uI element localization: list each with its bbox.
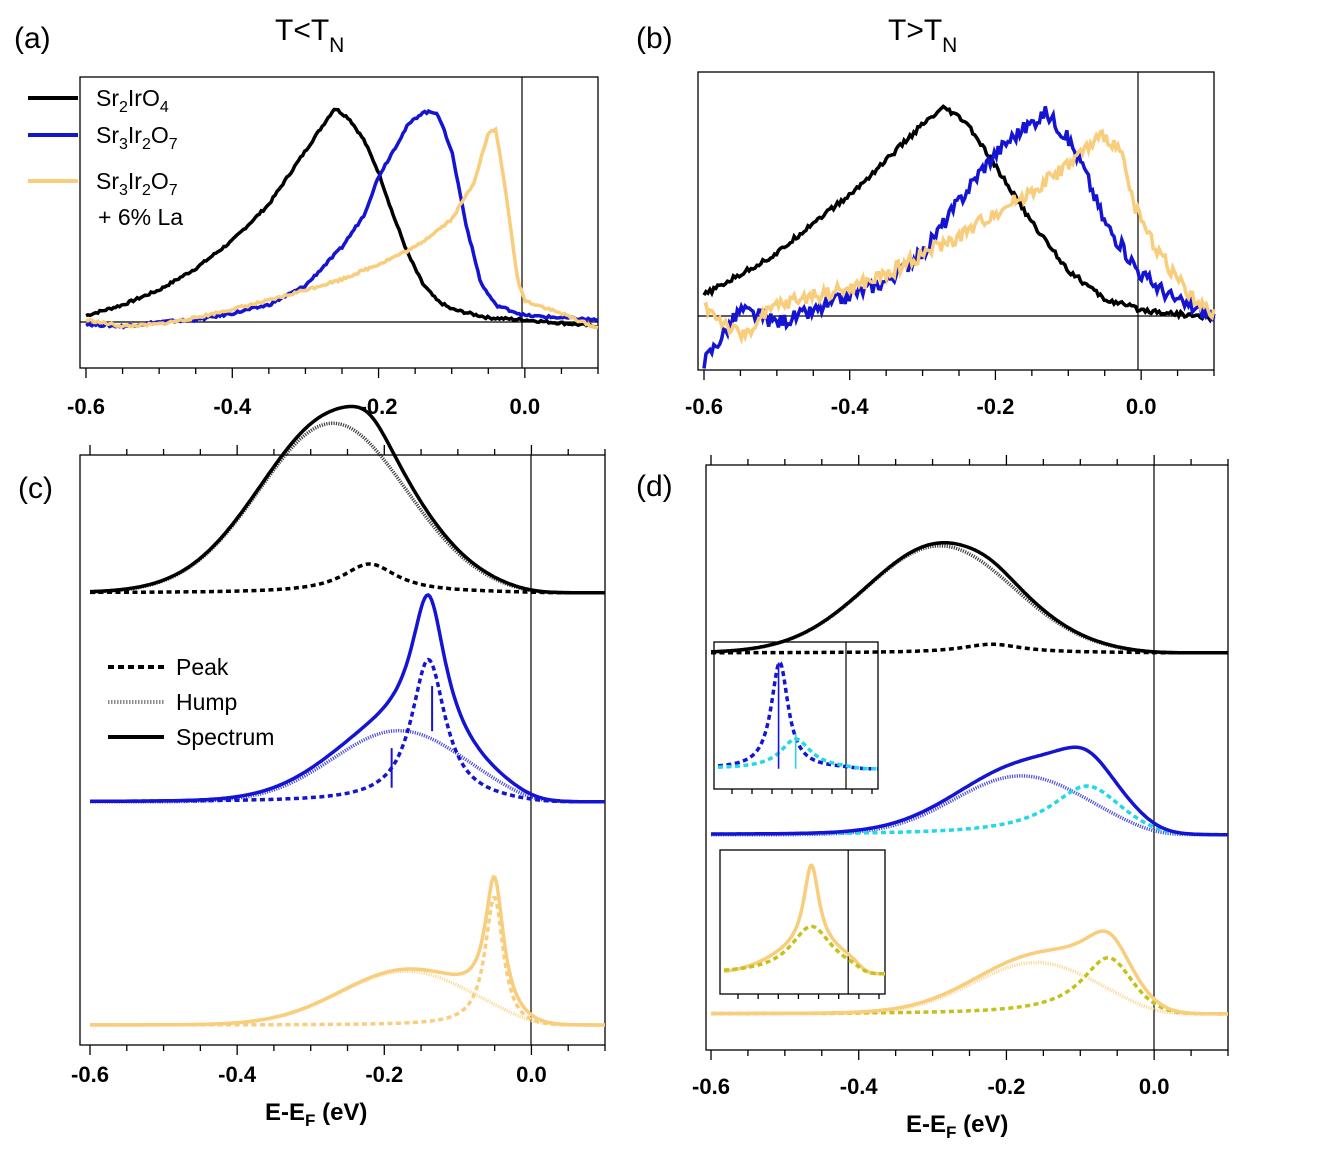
panel-b-tick-label: 0.0 xyxy=(1126,394,1157,419)
panel-c-peak-sr214 xyxy=(90,562,605,595)
panel-d-spectrum-sr214 xyxy=(710,541,1228,655)
panel-c-spectrum-sr214 xyxy=(90,404,605,595)
panel-a-label: (a) xyxy=(14,22,51,55)
panel-c-frame xyxy=(79,454,606,1046)
panel-d-label: (d) xyxy=(636,470,673,503)
legend-top: Sr2IrO4 Sr3Ir2O7 Sr3Ir2O7 + 6% La xyxy=(28,85,183,230)
panel-b-tick-label: -0.6 xyxy=(685,394,723,419)
inset-la-spectrum-la xyxy=(723,863,885,976)
panel-c-peak-sr327 xyxy=(90,657,605,804)
legend-sr327-label: Sr3Ir2O7 xyxy=(96,122,178,153)
inset-la-frame xyxy=(719,849,886,995)
panel-c-xlabel: E-EF (eV) xyxy=(265,1099,367,1130)
panel-d-tick-label: -0.6 xyxy=(692,1074,730,1099)
inset-sr327-frame xyxy=(713,641,879,790)
panel-d-tick-label: -0.4 xyxy=(840,1074,879,1099)
legend-la-label-line2: + 6% La xyxy=(98,204,183,230)
panel-c-spectrum-la xyxy=(90,874,605,1027)
panel-d-spectrum-sr327 xyxy=(710,745,1228,837)
legend-sr214-label: Sr2IrO4 xyxy=(96,85,169,116)
panel-b-frame xyxy=(697,71,1215,371)
panel-a-tick-label: -0.4 xyxy=(213,394,252,419)
panel-d-xlabel: E-EF (eV) xyxy=(906,1111,1008,1142)
panel-b-label: (b) xyxy=(636,22,673,55)
panel-c-hump-sr214 xyxy=(90,421,605,595)
panel-d-hump-sr214 xyxy=(711,544,1228,655)
panel-d-peak-cyan xyxy=(710,784,1228,837)
panel-b-tick-label: -0.4 xyxy=(831,394,870,419)
panel-a-series-sr214 xyxy=(85,107,599,329)
panel-d-spectrum-la xyxy=(711,929,1228,1016)
panel-a-series-la xyxy=(85,125,599,330)
legend-la-label: Sr3Ir2O7 xyxy=(96,168,178,199)
inset-sr327-peak-cyan xyxy=(718,737,878,771)
panel-a-title: T<TN xyxy=(275,14,344,57)
panel-d-tick-label: 0.0 xyxy=(1139,1074,1170,1099)
panel-a-tick-label: -0.6 xyxy=(67,394,105,419)
panel-b-series-sr214 xyxy=(702,104,1216,324)
plot-layer: -0.6 -0.4 -0.2 0.0 -0.6 -0.4 -0.2 0.0 -0.6 -0.4 -0… xyxy=(67,72,1229,1099)
panel-d-hump-la xyxy=(711,960,1228,1016)
legend-hump-label: Hump xyxy=(176,689,237,715)
panel-c-tick-label: -0.2 xyxy=(365,1062,403,1087)
panel-c-tick-label: 0.0 xyxy=(516,1062,547,1087)
panel-d-peak-sr214 xyxy=(711,642,1228,655)
inset-la-peak-olive xyxy=(724,924,885,976)
panel-d-tick-label: -0.2 xyxy=(987,1074,1025,1099)
inset-sr327-peak-sr327 xyxy=(717,660,878,771)
panel-c-peak-la xyxy=(90,895,605,1027)
legend-bottom: Peak Hump Spectrum xyxy=(108,654,274,750)
panel-d-frame xyxy=(705,464,1229,1051)
panel-c-hump-sr327 xyxy=(90,728,605,804)
legend-spectrum-label: Spectrum xyxy=(176,724,274,750)
panel-b-tick-label: -0.2 xyxy=(976,394,1014,419)
panel-a-frame xyxy=(79,76,599,369)
panel-c-tick-label: -0.6 xyxy=(71,1062,109,1087)
panel-a-tick-label: 0.0 xyxy=(510,394,541,419)
panel-b-title: T>TN xyxy=(888,14,957,57)
panel-c-spectrum-sr327 xyxy=(90,593,605,804)
panel-a-tick-label: -0.2 xyxy=(360,394,398,419)
panel-b-series-la xyxy=(703,128,1216,346)
panel-b-series-sr327 xyxy=(702,106,1216,369)
panel-d-hump-sr327 xyxy=(711,774,1228,837)
panel-c-tick-label: -0.4 xyxy=(218,1062,257,1087)
legend-peak-label: Peak xyxy=(176,654,229,680)
panel-c-label: (c) xyxy=(18,472,53,505)
